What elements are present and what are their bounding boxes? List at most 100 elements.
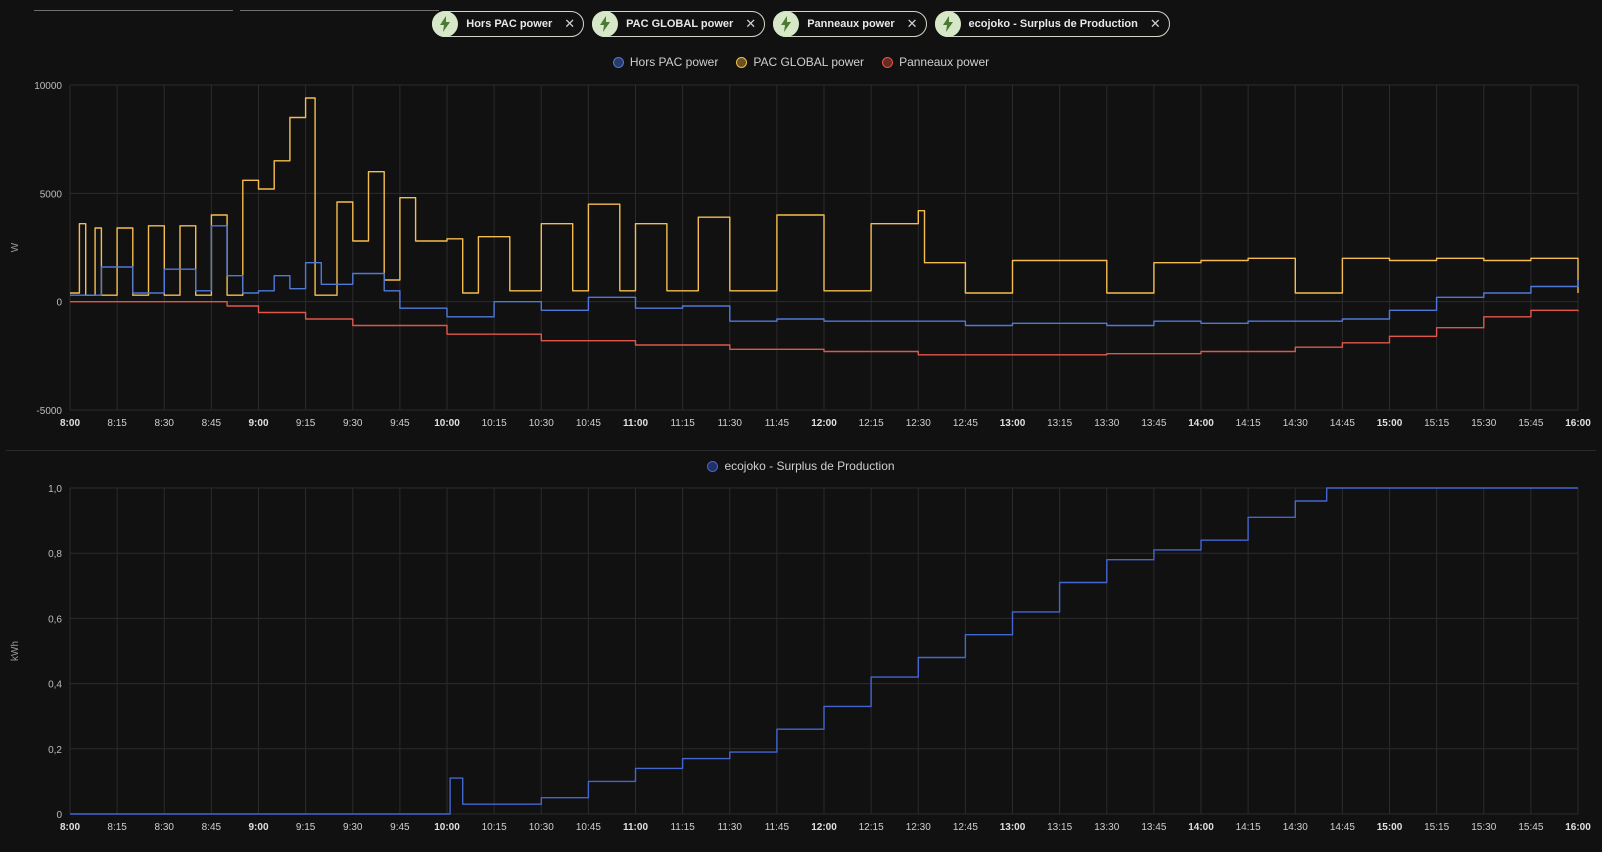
legend-item-surplus[interactable]: ecojoko - Surplus de Production <box>707 459 895 473</box>
x-tick-label: 13:00 <box>1000 822 1026 833</box>
x-tick-label: 14:30 <box>1283 822 1308 833</box>
x-tick-label: 15:30 <box>1471 822 1496 833</box>
legend-item-panneaux[interactable]: Panneaux power <box>882 55 989 69</box>
close-icon[interactable]: ✕ <box>564 16 576 31</box>
legend-dot <box>707 460 719 472</box>
lightning-icon <box>432 11 459 37</box>
chip-ecojoko-surplus[interactable]: ecojoko - Surplus de Production ✕ <box>934 11 1170 37</box>
x-tick-label: 11:15 <box>670 418 695 429</box>
x-tick-label: 15:00 <box>1377 822 1403 833</box>
surplus-chart-legend: ecojoko - Surplus de Production <box>0 459 1602 473</box>
x-tick-label: 9:30 <box>343 418 363 429</box>
close-icon[interactable]: ✕ <box>745 16 757 31</box>
legend-item-hors-pac[interactable]: Hors PAC power <box>612 55 719 69</box>
x-tick-label: 8:45 <box>202 418 222 429</box>
x-tick-label: 13:45 <box>1141 822 1166 833</box>
x-tick-label: 14:00 <box>1188 822 1214 833</box>
x-tick-label: 13:15 <box>1047 822 1072 833</box>
x-tick-label: 8:45 <box>202 822 222 833</box>
x-tick-label: 15:15 <box>1424 822 1449 833</box>
x-tick-label: 11:00 <box>623 418 648 429</box>
y-tick-label: 0,8 <box>48 549 62 560</box>
x-tick-label: 12:30 <box>906 418 931 429</box>
chip-panneaux-power[interactable]: Panneaux power ✕ <box>773 11 927 37</box>
x-tick-label: 13:45 <box>1141 418 1166 429</box>
lightning-icon <box>934 11 961 37</box>
x-tick-label: 8:30 <box>155 418 175 429</box>
y-tick-label: 0,4 <box>48 680 62 691</box>
x-tick-label: 12:00 <box>811 822 837 833</box>
filter-input-start[interactable] <box>34 0 233 11</box>
x-tick-label: 9:30 <box>343 822 363 833</box>
y-tick-label: 1,0 <box>48 484 62 495</box>
y-tick-label: 0 <box>56 810 62 821</box>
x-tick-label: 12:30 <box>906 822 931 833</box>
chip-pac-global-power[interactable]: PAC GLOBAL power ✕ <box>592 11 766 37</box>
x-tick-label: 11:00 <box>623 822 648 833</box>
power-chart-legend: Hors PAC power PAC GLOBAL power Panneaux… <box>0 55 1602 69</box>
x-tick-label: 11:30 <box>718 418 743 429</box>
chart-divider <box>6 450 1596 451</box>
x-tick-label: 10:00 <box>434 822 460 833</box>
y-tick-label: 0 <box>56 298 62 309</box>
close-icon[interactable]: ✕ <box>906 16 918 31</box>
entity-filter-chips: Hors PAC power ✕ PAC GLOBAL power ✕ Pann… <box>0 11 1602 37</box>
chip-hors-pac-power[interactable]: Hors PAC power ✕ <box>432 11 585 37</box>
x-tick-label: 10:15 <box>482 822 507 833</box>
x-tick-label: 10:00 <box>434 418 460 429</box>
power-chart[interactable]: 8:00 8:15 8:30 8:45 9:00 9:15 9:30 9:45 10:00 10:… <box>0 76 1602 438</box>
y-tick-label: 0,6 <box>48 614 62 625</box>
x-tick-label: 15:00 <box>1377 418 1403 429</box>
x-tick-label: 11:45 <box>765 418 790 429</box>
legend-item-pac-global[interactable]: PAC GLOBAL power <box>736 55 864 69</box>
x-tick-label: 15:45 <box>1518 822 1543 833</box>
x-tick-label: 12:15 <box>859 418 884 429</box>
x-tick-label: 13:15 <box>1047 418 1072 429</box>
series-line-0[interactable] <box>70 487 1578 815</box>
x-tick-label: 14:15 <box>1236 822 1261 833</box>
lightning-icon <box>592 11 619 37</box>
x-tick-label: 15:30 <box>1471 418 1496 429</box>
surplus-chart[interactable]: 8:00 8:15 8:30 8:45 9:00 9:15 9:30 9:45 10:00 10:… <box>0 480 1602 852</box>
legend-dot <box>882 56 894 68</box>
series-line-0[interactable] <box>70 301 1579 356</box>
x-tick-label: 8:15 <box>107 822 127 833</box>
legend-label: PAC GLOBAL power <box>753 55 865 69</box>
series-line-2[interactable] <box>70 225 1579 327</box>
x-tick-label: 10:30 <box>529 418 554 429</box>
x-tick-label: 11:15 <box>670 822 695 833</box>
filter-input-end[interactable] <box>240 0 439 11</box>
x-tick-label: 8:00 <box>60 418 80 429</box>
x-tick-label: 13:30 <box>1094 418 1119 429</box>
x-tick-label: 9:15 <box>296 822 316 833</box>
series-line-1[interactable] <box>70 97 1579 296</box>
x-tick-label: 9:00 <box>248 418 268 429</box>
chip-label: ecojoko - Surplus de Production <box>968 18 1138 30</box>
y-tick-label: 5000 <box>40 189 63 200</box>
legend-dot <box>612 56 624 68</box>
y-axis-title: W <box>10 242 21 252</box>
x-tick-label: 8:30 <box>155 822 175 833</box>
x-tick-label: 12:00 <box>811 418 837 429</box>
x-tick-label: 14:45 <box>1330 822 1355 833</box>
x-tick-label: 9:45 <box>390 418 410 429</box>
x-tick-label: 9:00 <box>248 822 268 833</box>
chip-label: PAC GLOBAL power <box>626 18 734 30</box>
x-tick-label: 9:45 <box>390 822 410 833</box>
x-tick-label: 12:45 <box>953 418 978 429</box>
legend-label: Panneaux power <box>899 55 990 69</box>
y-tick-label: -5000 <box>36 406 62 417</box>
chip-label: Panneaux power <box>807 18 895 30</box>
x-tick-label: 13:30 <box>1094 822 1119 833</box>
x-tick-label: 13:00 <box>1000 418 1026 429</box>
x-tick-label: 8:00 <box>60 822 80 833</box>
x-tick-label: 10:15 <box>482 418 507 429</box>
legend-label: ecojoko - Surplus de Production <box>724 459 895 473</box>
x-tick-label: 9:15 <box>296 418 316 429</box>
x-tick-label: 10:45 <box>576 418 601 429</box>
x-tick-label: 12:15 <box>859 822 884 833</box>
x-tick-label: 11:30 <box>718 822 743 833</box>
legend-label: Hors PAC power <box>629 55 719 69</box>
x-tick-label: 15:45 <box>1518 418 1543 429</box>
close-icon[interactable]: ✕ <box>1149 16 1161 31</box>
